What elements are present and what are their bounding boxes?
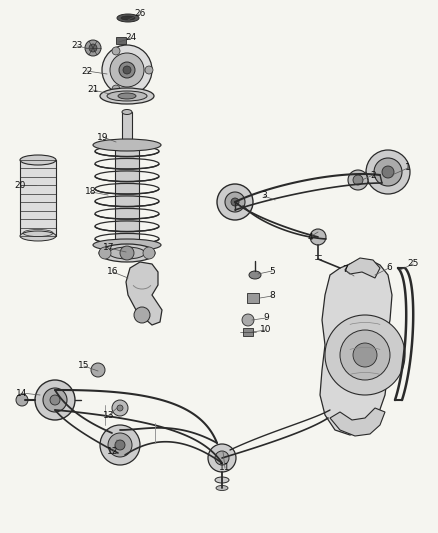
Circle shape <box>85 40 101 56</box>
Ellipse shape <box>93 139 161 151</box>
Circle shape <box>16 394 28 406</box>
Circle shape <box>143 247 155 259</box>
Circle shape <box>91 363 105 377</box>
Circle shape <box>208 444 236 472</box>
Text: 22: 22 <box>81 67 92 76</box>
Ellipse shape <box>118 93 136 99</box>
Circle shape <box>134 307 150 323</box>
Text: 19: 19 <box>97 133 109 141</box>
Circle shape <box>115 440 125 450</box>
Bar <box>115 145 139 255</box>
Circle shape <box>102 45 152 95</box>
Text: 11: 11 <box>219 464 231 472</box>
Text: 1: 1 <box>405 164 411 173</box>
Circle shape <box>112 400 128 416</box>
Text: 26: 26 <box>134 10 146 19</box>
Polygon shape <box>126 262 162 325</box>
Text: 20: 20 <box>14 181 26 190</box>
Circle shape <box>50 395 60 405</box>
Circle shape <box>340 330 390 380</box>
Text: 5: 5 <box>269 266 275 276</box>
Text: 17: 17 <box>103 244 115 253</box>
Text: 18: 18 <box>85 188 97 197</box>
Circle shape <box>348 170 368 190</box>
Text: 7: 7 <box>342 265 348 274</box>
Text: 24: 24 <box>125 34 137 43</box>
Polygon shape <box>330 408 385 436</box>
Circle shape <box>112 47 120 55</box>
Circle shape <box>242 314 254 326</box>
Ellipse shape <box>93 239 161 251</box>
Bar <box>247 293 259 303</box>
Text: 25: 25 <box>407 260 419 269</box>
Ellipse shape <box>115 141 139 149</box>
Circle shape <box>35 380 75 420</box>
Circle shape <box>99 247 111 259</box>
Ellipse shape <box>115 251 139 259</box>
Circle shape <box>100 425 140 465</box>
Circle shape <box>374 158 402 186</box>
Polygon shape <box>345 258 380 278</box>
Ellipse shape <box>216 486 228 490</box>
Text: 10: 10 <box>260 326 272 335</box>
Text: 12: 12 <box>107 448 119 456</box>
Circle shape <box>110 53 144 87</box>
Circle shape <box>217 184 253 220</box>
Ellipse shape <box>109 247 145 259</box>
Bar <box>243 328 253 336</box>
Circle shape <box>325 315 405 395</box>
Circle shape <box>310 229 326 245</box>
Ellipse shape <box>107 91 147 101</box>
Ellipse shape <box>99 244 155 262</box>
Text: 9: 9 <box>263 313 269 322</box>
Circle shape <box>112 85 120 93</box>
Circle shape <box>108 433 132 457</box>
Circle shape <box>353 175 363 185</box>
Circle shape <box>117 405 123 411</box>
Circle shape <box>43 388 67 412</box>
Ellipse shape <box>100 88 154 104</box>
Text: 6: 6 <box>386 263 392 272</box>
Ellipse shape <box>20 155 56 165</box>
Ellipse shape <box>122 142 132 148</box>
Ellipse shape <box>20 231 56 241</box>
Circle shape <box>382 166 394 178</box>
Text: 16: 16 <box>107 268 119 277</box>
Text: 21: 21 <box>87 85 99 94</box>
Text: 15: 15 <box>78 361 90 370</box>
Text: 23: 23 <box>71 42 83 51</box>
Ellipse shape <box>117 14 139 22</box>
Circle shape <box>366 150 410 194</box>
Circle shape <box>89 44 97 52</box>
Circle shape <box>353 343 377 367</box>
Ellipse shape <box>215 477 229 483</box>
Bar <box>122 112 132 145</box>
Polygon shape <box>320 260 392 435</box>
Text: 3: 3 <box>261 191 267 200</box>
Circle shape <box>231 198 239 206</box>
Circle shape <box>215 451 229 465</box>
Text: 2: 2 <box>370 171 376 180</box>
Text: 8: 8 <box>269 292 275 301</box>
Circle shape <box>119 62 135 78</box>
Ellipse shape <box>122 109 132 115</box>
Ellipse shape <box>249 271 261 279</box>
Circle shape <box>123 66 131 74</box>
Text: 14: 14 <box>16 389 28 398</box>
Bar <box>20 160 56 236</box>
Text: 13: 13 <box>103 410 115 419</box>
Text: 4: 4 <box>307 232 313 241</box>
Circle shape <box>120 246 134 260</box>
Ellipse shape <box>121 16 135 20</box>
Circle shape <box>225 192 245 212</box>
Bar <box>116 37 126 44</box>
Circle shape <box>145 66 153 74</box>
